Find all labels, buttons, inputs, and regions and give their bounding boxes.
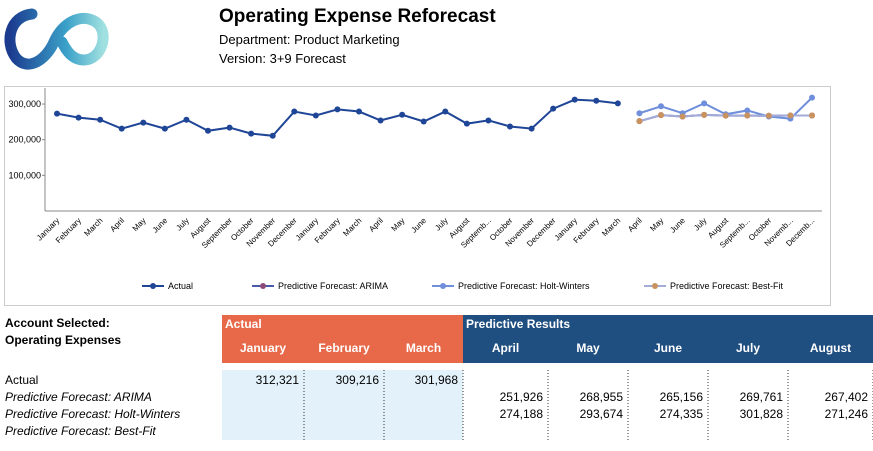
data-table: Account Selected: Operating Expenses Actua… xyxy=(5,315,873,440)
data-point xyxy=(54,110,60,117)
cell: 269,761 xyxy=(740,390,784,404)
data-point xyxy=(701,111,708,118)
logo-shape xyxy=(4,8,109,70)
data-point xyxy=(399,111,406,118)
data-point xyxy=(658,103,664,110)
column-header: February xyxy=(318,341,370,355)
data-point xyxy=(809,94,815,101)
data-point xyxy=(701,100,708,107)
legend-label: Predictive Forecast: Best-Fit xyxy=(670,281,784,291)
logo xyxy=(4,8,109,70)
data-point xyxy=(550,105,557,112)
data-point xyxy=(744,112,751,119)
column-header: March xyxy=(406,341,441,355)
legend-marker xyxy=(652,283,658,289)
cell: 293,674 xyxy=(580,407,624,421)
account-value: Operating Expenses xyxy=(5,333,121,347)
data-point xyxy=(614,100,621,107)
y-tick-label: 300,000 xyxy=(8,99,41,109)
cell: 312,321 xyxy=(256,373,300,387)
cell: 309,216 xyxy=(336,373,380,387)
cell: 267,402 xyxy=(825,390,869,404)
cell: 301,968 xyxy=(415,373,459,387)
data-point xyxy=(248,130,255,137)
legend-marker xyxy=(260,283,266,289)
y-tick-label: 100,000 xyxy=(8,170,41,180)
legend-label: Actual xyxy=(168,281,193,291)
data-point xyxy=(75,114,82,121)
data-point xyxy=(205,127,211,134)
actual-bg xyxy=(222,370,463,440)
data-point xyxy=(334,106,341,113)
data-point xyxy=(722,112,729,119)
data-point xyxy=(226,124,233,131)
data-point xyxy=(765,112,772,119)
title: Operating Expense Reforecast xyxy=(219,6,496,27)
data-point xyxy=(140,119,147,126)
data-point xyxy=(658,112,664,119)
row-label: Actual xyxy=(5,373,38,387)
legend-marker xyxy=(440,283,446,289)
column-header: April xyxy=(492,341,519,355)
data-point xyxy=(97,116,104,123)
column-header: August xyxy=(810,341,851,355)
data-point xyxy=(118,125,125,132)
group-header xyxy=(463,315,873,363)
data-point xyxy=(593,97,600,104)
department: Department: Product Marketing xyxy=(219,32,400,47)
column-header: January xyxy=(240,341,286,355)
row-label: Predictive Forecast: Best-Fit xyxy=(5,424,156,438)
legend-marker xyxy=(150,283,156,289)
data-point xyxy=(636,110,643,117)
data-point xyxy=(485,117,492,124)
row-label: Predictive Forecast: Holt-Winters xyxy=(5,407,180,421)
version: Version: 3+9 Forecast xyxy=(219,51,346,66)
data-point xyxy=(744,107,751,114)
data-point xyxy=(507,123,513,130)
data-point xyxy=(291,108,298,115)
data-point xyxy=(571,96,578,103)
group-label: Predictive Results xyxy=(466,317,570,331)
data-point xyxy=(787,112,794,119)
column-header: July xyxy=(736,341,760,355)
cell: 268,955 xyxy=(580,390,624,404)
y-tick-label: 200,000 xyxy=(8,135,41,145)
data-point xyxy=(269,132,276,139)
data-point xyxy=(528,125,535,132)
group-header xyxy=(222,315,463,363)
group-label: Actual xyxy=(225,317,262,331)
data-point xyxy=(636,118,643,125)
data-point xyxy=(356,108,362,115)
cell: 265,156 xyxy=(660,390,704,404)
account-label: Account Selected: xyxy=(5,316,110,330)
cell: 274,188 xyxy=(500,407,544,421)
data-point xyxy=(420,118,427,125)
data-point xyxy=(463,120,470,127)
row-label: Predictive Forecast: ARIMA xyxy=(5,390,152,404)
column-header: May xyxy=(576,341,600,355)
cell: 271,246 xyxy=(825,407,869,421)
legend-label: Predictive Forecast: ARIMA xyxy=(278,281,388,291)
cell: 251,926 xyxy=(500,390,544,404)
cell: 301,828 xyxy=(740,407,784,421)
data-point xyxy=(377,117,384,124)
cell: 274,335 xyxy=(660,407,704,421)
data-point xyxy=(312,112,319,119)
data-point xyxy=(442,108,449,115)
legend-label: Predictive Forecast: Holt-Winters xyxy=(458,281,590,291)
data-point xyxy=(809,112,815,119)
data-point xyxy=(183,116,190,123)
data-point xyxy=(161,125,168,132)
column-header: June xyxy=(654,341,682,355)
data-point xyxy=(679,113,686,120)
